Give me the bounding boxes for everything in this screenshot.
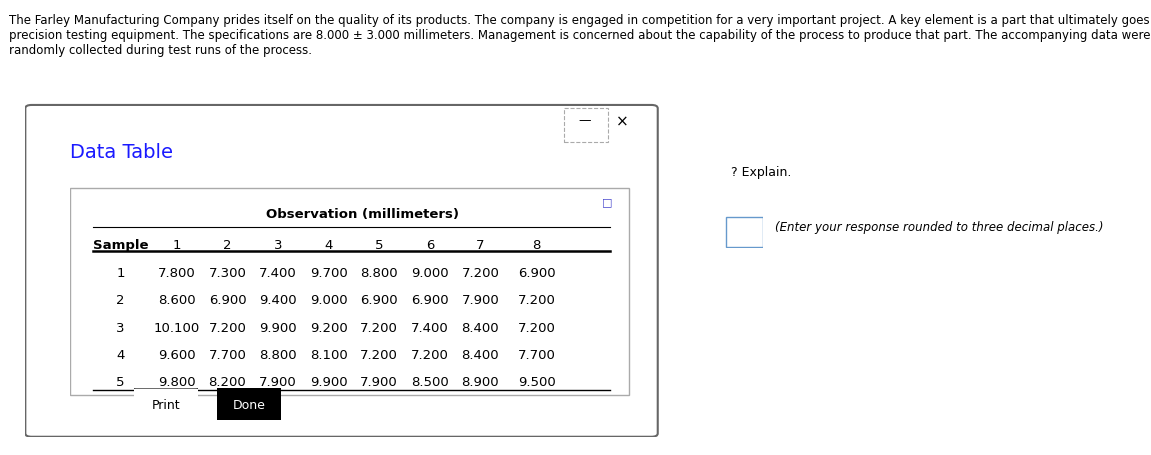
- Text: 9.000: 9.000: [310, 293, 348, 306]
- Text: The Farley Manufacturing Company prides itself on the quality of its products. T: The Farley Manufacturing Company prides …: [9, 14, 1151, 56]
- Text: 6.900: 6.900: [518, 266, 556, 279]
- Text: 8.900: 8.900: [462, 375, 500, 389]
- Text: 8.400: 8.400: [462, 348, 500, 361]
- Text: 7.400: 7.400: [411, 321, 449, 334]
- Text: 6.900: 6.900: [360, 293, 398, 306]
- Text: 1: 1: [173, 239, 181, 252]
- Text: Observation (millimeters): Observation (millimeters): [266, 207, 459, 220]
- Text: ×: ×: [616, 114, 628, 129]
- Text: 7.200: 7.200: [360, 321, 398, 334]
- Text: 9.700: 9.700: [310, 266, 348, 279]
- FancyBboxPatch shape: [213, 388, 284, 422]
- Text: 7.900: 7.900: [259, 375, 297, 389]
- FancyBboxPatch shape: [725, 218, 763, 248]
- FancyBboxPatch shape: [25, 106, 657, 437]
- Text: 8.600: 8.600: [158, 293, 196, 306]
- Text: Data Table: Data Table: [70, 142, 173, 162]
- FancyBboxPatch shape: [70, 188, 630, 395]
- Text: Print: Print: [152, 398, 181, 411]
- Text: 7.700: 7.700: [208, 348, 246, 361]
- Text: 9.600: 9.600: [158, 348, 196, 361]
- Text: 7.200: 7.200: [518, 293, 556, 306]
- Text: 7.400: 7.400: [259, 266, 297, 279]
- Text: 7.900: 7.900: [462, 293, 500, 306]
- Text: 8.200: 8.200: [208, 375, 246, 389]
- Text: 8.100: 8.100: [310, 348, 348, 361]
- Text: 7.800: 7.800: [158, 266, 196, 279]
- Text: 9.500: 9.500: [518, 375, 556, 389]
- Text: 9.400: 9.400: [259, 293, 297, 306]
- Text: 7.300: 7.300: [208, 266, 246, 279]
- Text: (Enter your response rounded to three decimal places.): (Enter your response rounded to three de…: [775, 221, 1103, 234]
- Text: 2: 2: [223, 239, 231, 252]
- Text: 1: 1: [116, 266, 124, 279]
- Text: 7.200: 7.200: [518, 321, 556, 334]
- Text: ? Explain.: ? Explain.: [731, 166, 791, 179]
- Text: 8: 8: [533, 239, 541, 252]
- Text: 4: 4: [325, 239, 333, 252]
- Text: 7.200: 7.200: [411, 348, 449, 361]
- Text: 7.200: 7.200: [360, 348, 398, 361]
- Text: 6: 6: [426, 239, 434, 252]
- Text: 8.800: 8.800: [259, 348, 297, 361]
- Text: 3: 3: [274, 239, 282, 252]
- Text: 3: 3: [116, 321, 124, 334]
- Text: 4: 4: [116, 348, 124, 361]
- Text: 9.900: 9.900: [259, 321, 297, 334]
- Text: 7.200: 7.200: [462, 266, 500, 279]
- Text: 5: 5: [375, 239, 383, 252]
- Text: 9.800: 9.800: [158, 375, 196, 389]
- Text: 2: 2: [116, 293, 124, 306]
- Text: □: □: [602, 197, 612, 207]
- Text: 7.700: 7.700: [518, 348, 556, 361]
- Text: 9.200: 9.200: [310, 321, 348, 334]
- Text: 7: 7: [477, 239, 485, 252]
- Text: 5: 5: [116, 375, 124, 389]
- Text: 9.900: 9.900: [310, 375, 348, 389]
- Text: 8.800: 8.800: [360, 266, 398, 279]
- Text: Sample: Sample: [93, 239, 148, 252]
- Text: 8.500: 8.500: [411, 375, 449, 389]
- Text: 10.100: 10.100: [154, 321, 200, 334]
- Text: —: —: [578, 114, 590, 127]
- Text: 6.900: 6.900: [208, 293, 246, 306]
- Text: 7.900: 7.900: [360, 375, 398, 389]
- Text: 7.200: 7.200: [208, 321, 246, 334]
- Text: 8.400: 8.400: [462, 321, 500, 334]
- Text: Done: Done: [233, 398, 266, 411]
- FancyBboxPatch shape: [130, 388, 201, 422]
- Text: 6.900: 6.900: [411, 293, 449, 306]
- Text: 9.000: 9.000: [411, 266, 449, 279]
